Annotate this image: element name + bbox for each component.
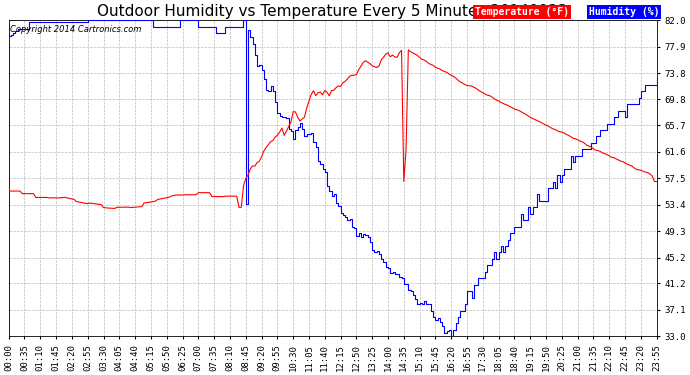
Text: Temperature (°F): Temperature (°F) (475, 7, 569, 17)
Text: Humidity (%): Humidity (%) (589, 7, 659, 17)
Title: Outdoor Humidity vs Temperature Every 5 Minutes 20140923: Outdoor Humidity vs Temperature Every 5 … (97, 4, 568, 19)
Text: Copyright 2014 Cartronics.com: Copyright 2014 Cartronics.com (10, 25, 141, 34)
